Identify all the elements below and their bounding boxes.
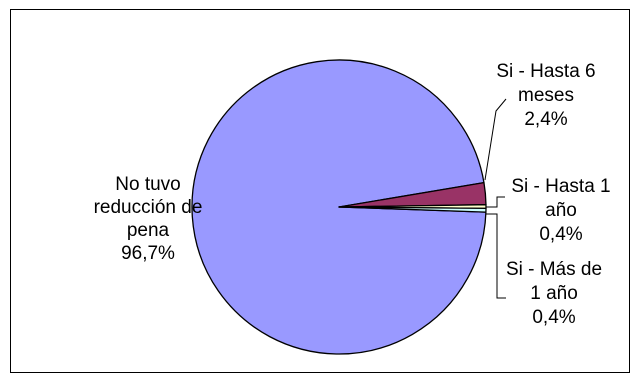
label-mas-de-1-ano-line: 0,4% (532, 307, 575, 328)
label-mas-de-1-ano: Si - Más de 1 año 0,4% (506, 259, 602, 328)
label-no-reduction-line: 96,7% (121, 243, 175, 264)
leader-mas-de-1-ano (486, 213, 506, 299)
label-no-reduction-line: reducción de (94, 197, 203, 218)
label-hasta-1-ano-line: 0,4% (539, 224, 582, 245)
label-mas-de-1-ano-line: Si - Más de (506, 259, 602, 280)
leader-hasta-6-meses (484, 98, 507, 181)
label-hasta-6-meses-line: meses (518, 85, 574, 106)
label-hasta-1-ano: Si - Hasta 1 año 0,4% (511, 176, 610, 245)
label-hasta-6-meses: Si - Hasta 6 meses 2,4% (496, 61, 595, 130)
label-no-reduction-line: No tuvo (115, 174, 180, 195)
label-no-reduction-line: pena (127, 220, 170, 241)
leader-hasta-1-ano (486, 196, 505, 208)
slice-mas-de-1-ano (338, 206, 487, 213)
slices-layer (191, 59, 487, 355)
leader-lines-layer (484, 98, 507, 299)
label-hasta-1-ano-line: Si - Hasta 1 (511, 176, 610, 197)
label-no-reduction: No tuvo reducción de pena 96,7% (94, 174, 203, 264)
labels-layer: No tuvo reducción de pena 96,7% Si - Hasta 6… (94, 61, 611, 328)
label-hasta-6-meses-line: 2,4% (524, 109, 567, 130)
label-hasta-6-meses-line: Si - Hasta 6 (496, 61, 595, 82)
label-mas-de-1-ano-line: 1 año (530, 283, 578, 304)
label-hasta-1-ano-line: año (545, 200, 577, 221)
